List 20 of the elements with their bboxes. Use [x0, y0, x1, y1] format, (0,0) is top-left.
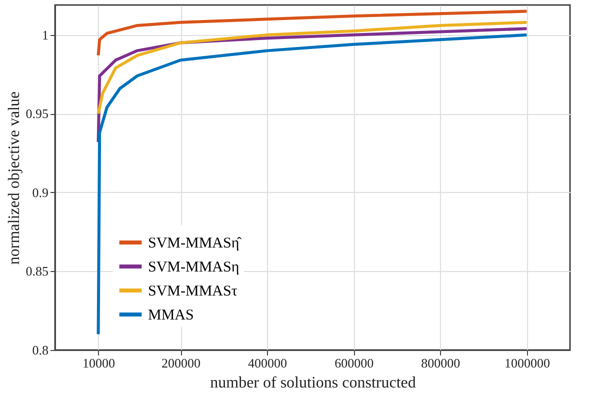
x-tick-label: 400000	[248, 356, 288, 370]
x-tick-label: 800000	[421, 356, 460, 370]
legend-label: SVM-MMASη	[148, 260, 240, 276]
line-series	[96, 20, 528, 116]
y-tick-label: 0.95	[26, 106, 48, 122]
x-tick-label: 10000	[82, 356, 116, 370]
x-tick-label: 200000	[162, 356, 201, 370]
legend-label: MMAS	[148, 308, 194, 324]
y-tick-label: 0.85	[26, 264, 48, 279]
legend-label: SVM-MMASη̂	[148, 236, 242, 252]
y-tick-label: 1	[42, 27, 48, 42]
legend-label: SVM-MMASτ	[148, 284, 238, 300]
x-tick-label: 600000	[334, 356, 374, 370]
line-series	[96, 33, 528, 336]
x-tick-label: 1000000	[504, 356, 550, 370]
y-axis-title: normalized objective value	[6, 91, 23, 265]
y-tick-label: 0.8	[32, 342, 48, 358]
x-axis-title: number of solutions constructed	[210, 374, 416, 392]
line-series	[96, 10, 528, 57]
y-tick-label: 0.9	[32, 184, 48, 200]
